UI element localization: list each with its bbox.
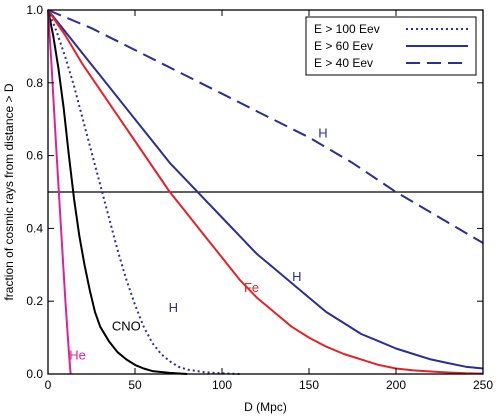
series-line-h-dashed-0 — [47, 9, 484, 244]
y-tick-label: 0.4 — [26, 221, 43, 235]
series-line-he-solid-5 — [47, 9, 72, 375]
x-tick-label: 250 — [473, 378, 493, 392]
y-tick-label: 0.0 — [26, 367, 43, 381]
x-tick-label: 200 — [386, 378, 406, 392]
series-annotation-h-1: H — [292, 269, 301, 284]
y-tick-label: 1.0 — [26, 3, 43, 17]
legend-label: E > 100 Eev — [314, 22, 380, 36]
series-line-h-solid-1 — [47, 9, 484, 370]
series-annotation-h-0: H — [318, 125, 327, 140]
series-line-fe-solid-2 — [47, 9, 484, 375]
series-line-cno-solid-4 — [47, 9, 188, 375]
y-tick-label: 0.8 — [26, 76, 43, 90]
y-tick-label: 0.6 — [26, 149, 43, 163]
y-axis-title: fraction of cosmic rays from distance > … — [2, 83, 16, 300]
x-tick-label: 50 — [128, 378, 142, 392]
axes: 0 50 100 150 200 250 0.0 0.2 0.4 0.6 0.8 1.0 — [26, 3, 493, 392]
series-annotation-cno-4: CNO — [112, 318, 141, 333]
plot-area: H H Fe H CNO He — [47, 9, 484, 375]
legend-label: E > 40 Eev — [314, 56, 373, 70]
x-tick-label: 150 — [299, 378, 319, 392]
series-annotation-fe-2: Fe — [244, 280, 259, 295]
x-tick-label: 0 — [45, 378, 52, 392]
y-tick-label: 0.2 — [26, 294, 43, 308]
series-annotation-he-5: He — [69, 347, 86, 362]
series-annotation-h-3: H — [169, 300, 178, 315]
series-line-h-dotted-3 — [47, 9, 240, 375]
legend-label: E > 60 Eev — [314, 39, 373, 53]
plot-frame — [47, 9, 484, 375]
x-axis-title: D (Mpc) — [244, 400, 287, 414]
legend: E > 100 Eev E > 60 Eev E > 40 Eev — [305, 16, 477, 76]
x-tick-label: 100 — [212, 378, 232, 392]
